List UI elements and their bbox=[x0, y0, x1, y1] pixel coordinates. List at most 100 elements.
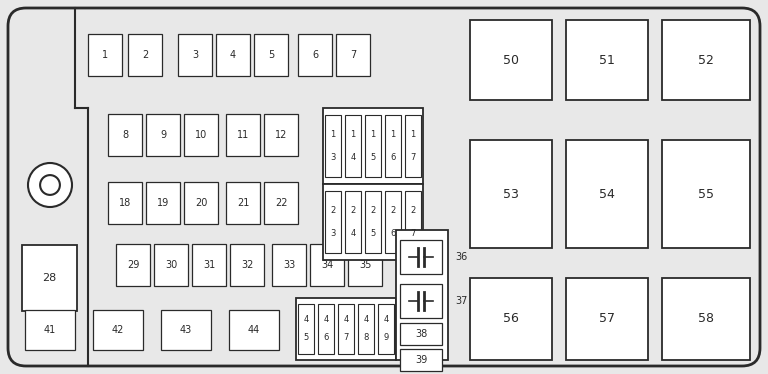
Text: 30: 30 bbox=[165, 260, 177, 270]
Text: 4: 4 bbox=[343, 316, 349, 325]
Text: 1: 1 bbox=[350, 131, 356, 140]
Text: 12: 12 bbox=[275, 130, 287, 140]
Circle shape bbox=[28, 163, 72, 207]
Bar bbox=[230, 244, 264, 286]
Text: 2: 2 bbox=[410, 206, 415, 215]
Bar bbox=[662, 140, 750, 248]
Text: 44: 44 bbox=[248, 325, 260, 335]
Text: 2: 2 bbox=[330, 206, 336, 215]
Bar bbox=[184, 114, 218, 156]
Bar bbox=[254, 34, 288, 76]
Text: 4: 4 bbox=[323, 316, 329, 325]
Bar bbox=[396, 230, 448, 360]
Text: 4: 4 bbox=[350, 153, 356, 162]
Text: 5: 5 bbox=[370, 153, 376, 162]
Text: 7: 7 bbox=[410, 153, 415, 162]
Text: 18: 18 bbox=[119, 198, 131, 208]
Text: 4: 4 bbox=[303, 316, 309, 325]
Text: 9: 9 bbox=[383, 334, 389, 343]
Text: 28: 28 bbox=[42, 273, 57, 283]
Bar bbox=[128, 34, 162, 76]
Text: 2: 2 bbox=[142, 50, 148, 60]
Text: 2: 2 bbox=[350, 206, 356, 215]
Text: 56: 56 bbox=[503, 313, 519, 325]
Bar bbox=[405, 191, 421, 253]
Bar bbox=[365, 191, 381, 253]
Bar bbox=[192, 244, 226, 286]
Text: 55: 55 bbox=[698, 187, 714, 200]
Bar bbox=[88, 34, 122, 76]
Text: 43: 43 bbox=[180, 325, 192, 335]
Text: 54: 54 bbox=[599, 187, 615, 200]
Bar bbox=[318, 304, 334, 354]
Text: 6: 6 bbox=[312, 50, 318, 60]
Bar bbox=[325, 191, 341, 253]
Bar bbox=[296, 298, 396, 360]
Text: 22: 22 bbox=[275, 198, 287, 208]
Text: 6: 6 bbox=[323, 334, 329, 343]
Bar bbox=[385, 191, 401, 253]
Text: 10: 10 bbox=[195, 130, 207, 140]
Bar bbox=[178, 34, 212, 76]
Bar bbox=[662, 278, 750, 360]
Bar bbox=[298, 34, 332, 76]
Text: 38: 38 bbox=[415, 329, 427, 339]
Text: 33: 33 bbox=[283, 260, 295, 270]
Bar bbox=[336, 34, 370, 76]
Text: 42: 42 bbox=[112, 325, 124, 335]
Text: 37: 37 bbox=[455, 296, 468, 306]
Text: 1: 1 bbox=[370, 131, 376, 140]
Bar bbox=[161, 310, 211, 350]
Text: 3: 3 bbox=[330, 153, 336, 162]
Bar bbox=[146, 182, 180, 224]
Text: 1: 1 bbox=[102, 50, 108, 60]
Bar bbox=[338, 304, 354, 354]
Text: 8: 8 bbox=[363, 334, 369, 343]
Bar bbox=[470, 278, 552, 360]
Bar bbox=[358, 304, 374, 354]
Bar bbox=[22, 245, 77, 311]
Text: 6: 6 bbox=[390, 153, 396, 162]
Text: 6: 6 bbox=[390, 229, 396, 237]
Bar bbox=[323, 108, 423, 184]
Bar bbox=[108, 114, 142, 156]
Text: 51: 51 bbox=[599, 53, 615, 67]
Bar bbox=[116, 244, 150, 286]
Text: 36: 36 bbox=[455, 252, 467, 262]
Bar bbox=[108, 182, 142, 224]
Bar bbox=[323, 184, 423, 260]
Bar bbox=[264, 182, 298, 224]
Bar bbox=[184, 182, 218, 224]
Text: 57: 57 bbox=[599, 313, 615, 325]
Bar bbox=[566, 20, 648, 100]
Text: 5: 5 bbox=[303, 334, 309, 343]
Bar bbox=[566, 278, 648, 360]
Bar bbox=[400, 284, 442, 318]
Bar bbox=[146, 114, 180, 156]
Text: 2: 2 bbox=[370, 206, 376, 215]
Bar bbox=[470, 140, 552, 248]
Bar bbox=[400, 323, 442, 345]
Text: 58: 58 bbox=[698, 313, 714, 325]
Bar bbox=[229, 310, 279, 350]
Text: 53: 53 bbox=[503, 187, 519, 200]
Text: 1: 1 bbox=[410, 131, 415, 140]
Text: 35: 35 bbox=[359, 260, 371, 270]
Bar bbox=[345, 115, 361, 177]
Text: 4: 4 bbox=[350, 229, 356, 237]
Bar bbox=[325, 115, 341, 177]
Bar bbox=[226, 182, 260, 224]
Text: 2: 2 bbox=[390, 206, 396, 215]
Text: 5: 5 bbox=[370, 229, 376, 237]
Text: 31: 31 bbox=[203, 260, 215, 270]
Text: 52: 52 bbox=[698, 53, 714, 67]
Bar bbox=[405, 115, 421, 177]
Bar bbox=[264, 114, 298, 156]
Bar bbox=[216, 34, 250, 76]
Text: 11: 11 bbox=[237, 130, 249, 140]
Text: 41: 41 bbox=[44, 325, 56, 335]
Text: 3: 3 bbox=[192, 50, 198, 60]
Text: 7: 7 bbox=[410, 229, 415, 237]
Text: 8: 8 bbox=[122, 130, 128, 140]
Text: 19: 19 bbox=[157, 198, 169, 208]
